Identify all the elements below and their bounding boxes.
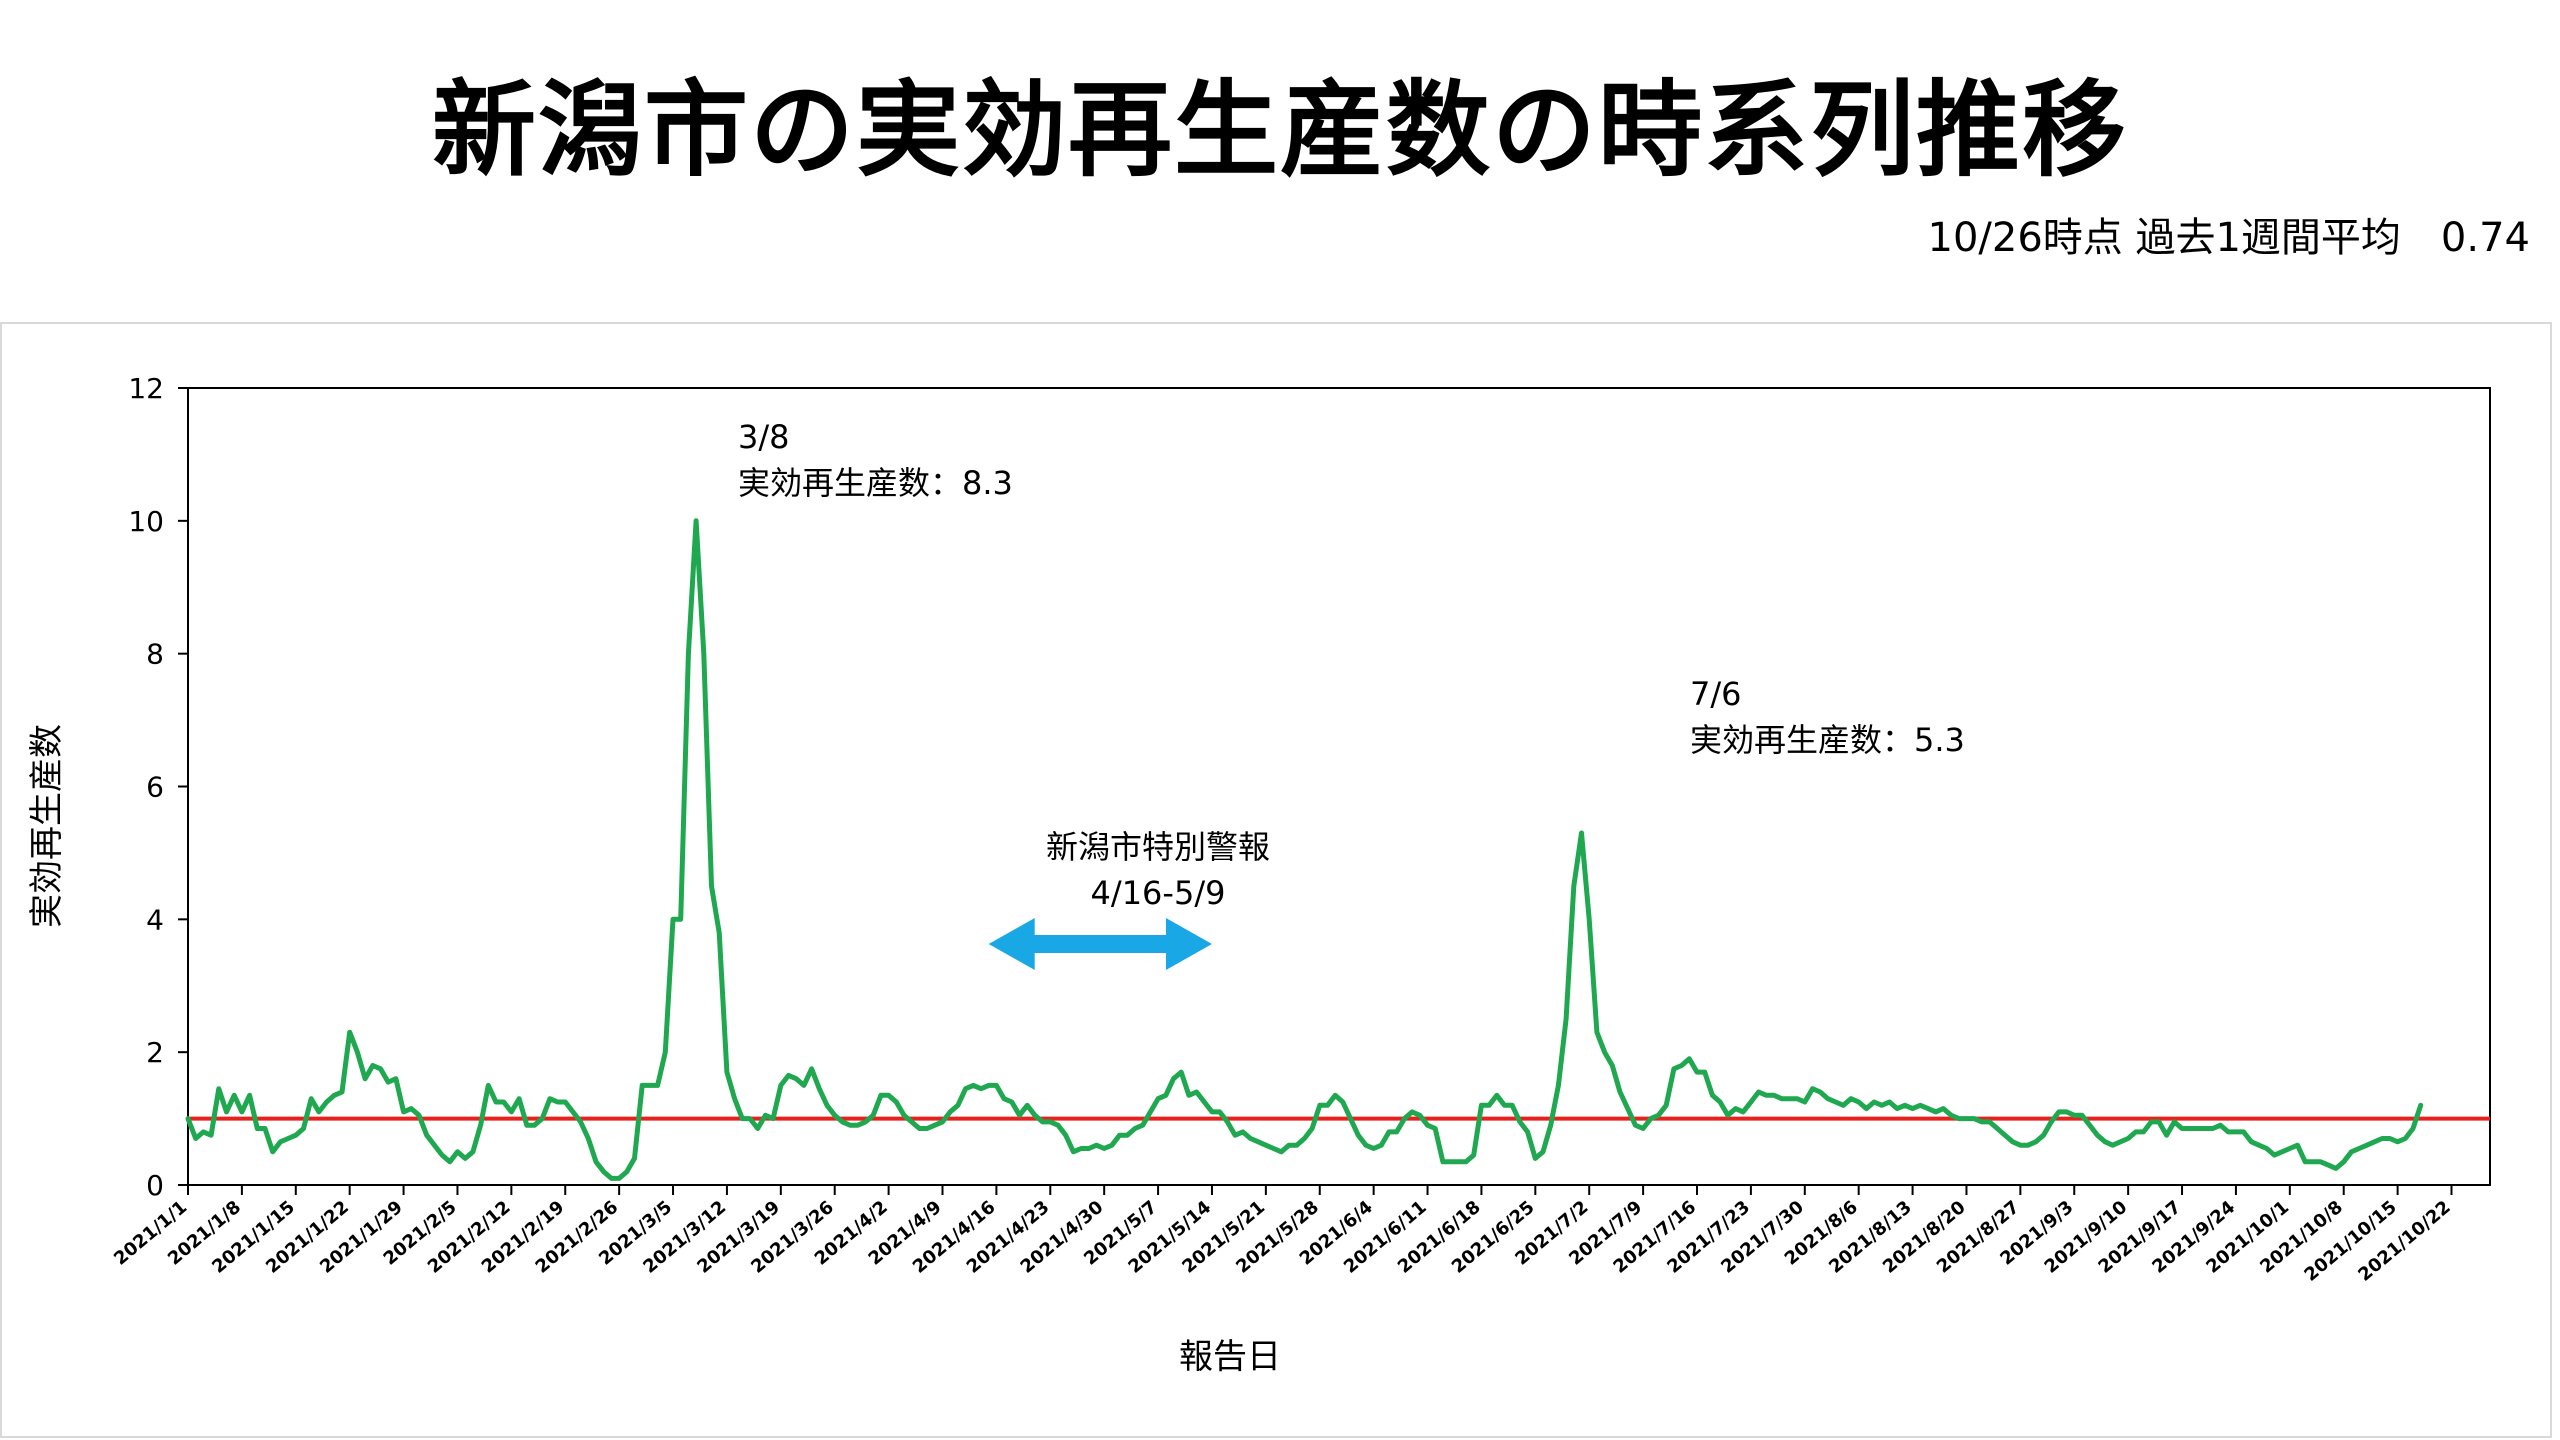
- y-tick-label: 6: [146, 771, 164, 804]
- alert-period-arrow: [988, 918, 1212, 970]
- x-axis-title: 報告日: [1179, 1337, 1281, 1377]
- y-tick-label: 10: [128, 505, 164, 538]
- alert-period-dates: 4/16-5/9: [1091, 874, 1226, 912]
- y-tick-label: 0: [146, 1169, 164, 1202]
- average-summary: 10/26時点 過去1週間平均 0.74: [1927, 215, 2531, 261]
- y-tick-label: 4: [146, 903, 164, 936]
- y-tick-label: 8: [146, 638, 164, 671]
- page-title: 新潟市の実効再生産数の時系列推移: [431, 69, 2128, 191]
- chart-frame: [0, 322, 2552, 1438]
- x-tick-label: 2021/10/22: [2354, 1197, 2454, 1286]
- series-line: [185, 518, 2424, 1181]
- x-tick-label: 2021/10/15: [2301, 1197, 2401, 1286]
- plot-border: [187, 387, 2491, 1186]
- annotation-peak-2-date: 7/6: [1690, 675, 1742, 713]
- x-axis-ticks: 2021/1/12021/1/82021/1/152021/1/222021/1…: [110, 1185, 2455, 1286]
- y-axis-title: 実効再生産数: [27, 724, 67, 928]
- annotation-peak-2-value: 実効再生産数：5.3: [1690, 721, 1965, 759]
- annotation-peak-1-date: 3/8: [738, 418, 790, 456]
- plot-area: [185, 387, 2491, 1186]
- annotation-peak-1-value: 実効再生産数：8.3: [738, 464, 1013, 502]
- y-axis-ticks: 0 2 4 6 8 10 12: [128, 372, 188, 1202]
- y-tick-label: 2: [146, 1036, 164, 1069]
- y-tick-label: 12: [128, 372, 164, 405]
- alert-period-title: 新潟市特別警報: [1046, 828, 1270, 866]
